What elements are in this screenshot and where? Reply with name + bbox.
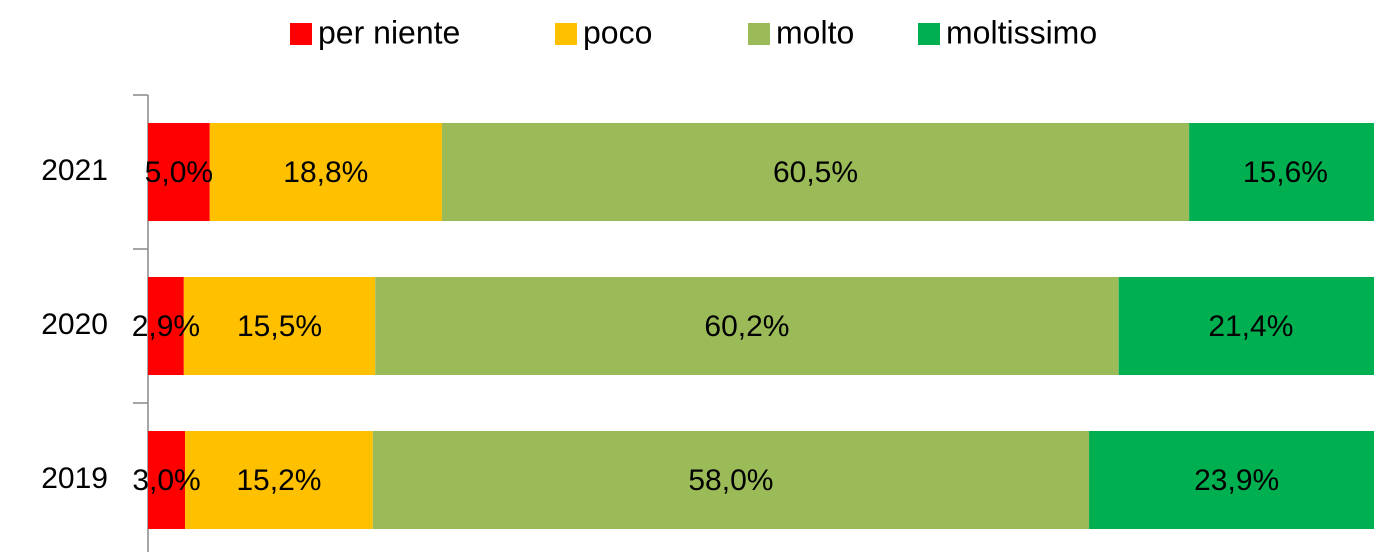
y-tick-label: 2021 (41, 154, 108, 187)
data-label: 60,2% (704, 310, 789, 343)
legend-label: per niente (318, 14, 460, 50)
data-label: 18,8% (283, 156, 368, 189)
bar-segment (1189, 123, 1374, 221)
bar-segment (185, 431, 373, 529)
data-label: 58,0% (688, 464, 773, 497)
legend-swatch (918, 23, 940, 45)
legend-label: molto (776, 14, 854, 50)
data-label: 23,9% (1194, 464, 1279, 497)
legend-swatch (290, 23, 312, 45)
data-label: 15,6% (1243, 156, 1328, 189)
bar-segment (372, 431, 1090, 529)
legend-swatch (555, 23, 577, 45)
data-label: 21,4% (1208, 310, 1293, 343)
data-label: 3,0% (132, 464, 200, 497)
y-tick-label: 2020 (41, 308, 108, 341)
legend-label: moltissimo (946, 14, 1097, 50)
bar-segment (148, 431, 186, 529)
bar-segment (441, 123, 1190, 221)
data-label: 15,5% (237, 310, 322, 343)
bar-segment (148, 277, 184, 375)
bar-segment (1118, 277, 1374, 375)
data-label: 60,5% (773, 156, 858, 189)
data-label: 15,2% (236, 464, 321, 497)
bar-segment (148, 123, 210, 221)
bar-segment (1089, 431, 1374, 529)
data-label: 2,9% (132, 310, 200, 343)
bar-segment (375, 277, 1119, 375)
data-label: 5,0% (145, 156, 213, 189)
legend-swatch (748, 23, 770, 45)
bar-segment (183, 277, 376, 375)
bar-segment (209, 123, 442, 221)
legend-label: poco (583, 14, 652, 50)
y-tick-label: 2019 (41, 462, 108, 495)
